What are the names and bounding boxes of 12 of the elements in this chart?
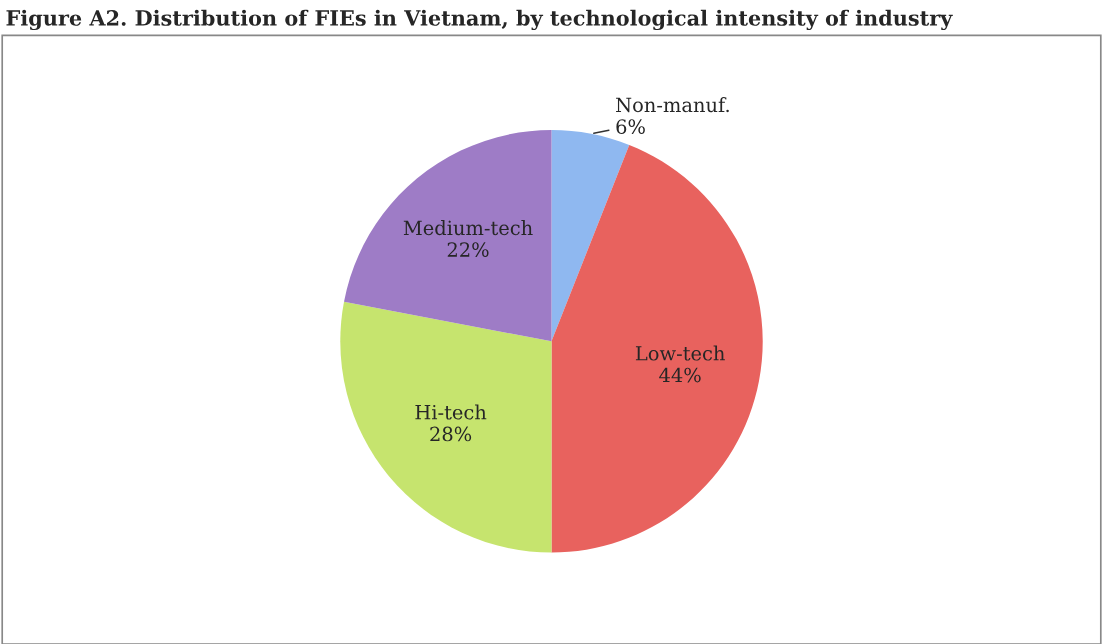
data-label: 28% (430, 426, 472, 442)
slice-label: Low-tech (635, 345, 725, 361)
data-label: 44% (659, 367, 701, 383)
chart-title: Figure A2. Distribution of FIEs in Vietnam, by technological intensity of industry (6, 9, 953, 31)
slice-label: Hi-tech (415, 404, 487, 420)
pie-slice (344, 130, 552, 342)
pie-slice (551, 144, 763, 553)
pie-slice (340, 301, 552, 553)
slice-label: Medium-tech (403, 220, 533, 236)
slice-label: Non-manuf. (616, 97, 729, 113)
data-label: 6% (616, 119, 645, 134)
data-label: 22% (447, 242, 489, 257)
